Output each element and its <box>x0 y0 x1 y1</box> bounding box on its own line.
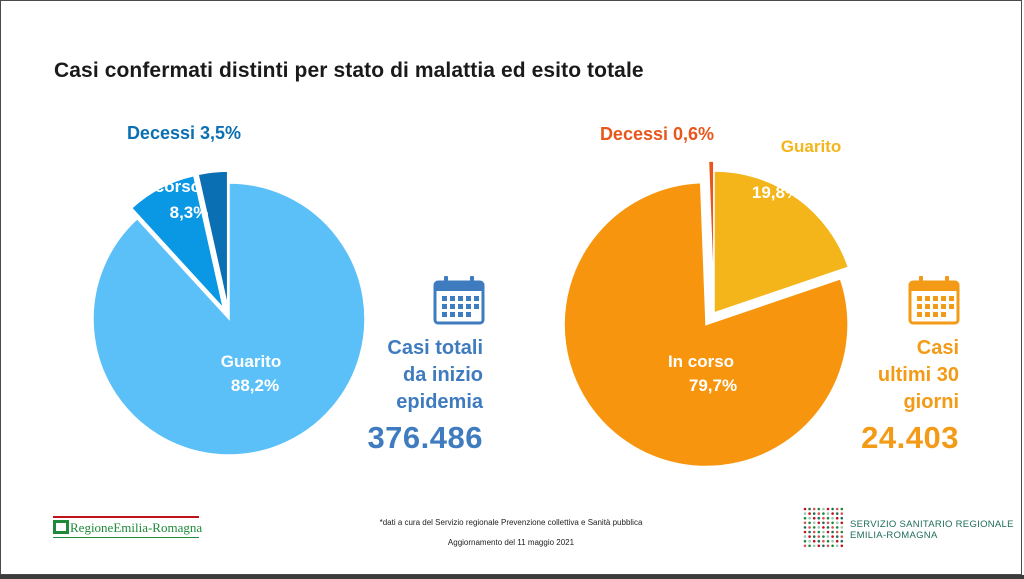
total-value: 24.403 <box>861 420 959 455</box>
window-edge <box>0 575 1024 579</box>
callout-line: epidemia <box>396 391 483 413</box>
update-date: Aggiornamento del 11 maggio 2021 <box>447 538 575 547</box>
slice-value: 3,5% <box>200 123 241 143</box>
dot-grid-icon <box>803 507 844 548</box>
callout-line: Casi <box>916 337 959 359</box>
callout-line: giorni <box>903 391 959 413</box>
servizio-sanitario-logo: SERVIZIO SANITARIO REGIONALE EMILIA-ROMA… <box>802 506 1013 550</box>
slice-value: 88,2% <box>231 376 279 395</box>
pie-slice-guarito <box>713 170 850 315</box>
slice-value: 0,6% <box>673 124 714 144</box>
chart-title: Casi confermati distinti per stato di ma… <box>54 59 644 82</box>
pie-slice-decessi <box>707 160 715 304</box>
slice-label: Guarito <box>221 352 281 371</box>
pie-slice-decessi <box>197 170 229 308</box>
pie-slice-in-corso <box>563 181 849 468</box>
calendar-icon <box>908 276 960 325</box>
pie-slice-guarito <box>92 182 366 456</box>
regione-emilia-romagna-logo: RegioneEmilia-Romagna <box>53 516 205 538</box>
calendar-icon <box>433 276 485 325</box>
callout-line: Casi totali <box>387 337 483 359</box>
slice-label: In corso <box>135 177 201 196</box>
callout-30-days: Casi ultimi 30 giorni 24.403 <box>821 335 959 460</box>
slice-value: 79,7% <box>689 376 737 395</box>
total-value: 376.486 <box>367 420 483 455</box>
slice-label: In corso <box>668 352 734 371</box>
slice-label: Decessi <box>600 124 668 144</box>
slice-value: 8,3% <box>170 203 209 222</box>
footnote: *dati a cura del Servizio regionale Prev… <box>379 518 643 527</box>
slice-label: Decessi <box>127 123 195 143</box>
callout-line: da inizio <box>403 364 483 386</box>
callout-total: Casi totali da inizio epidemia 376.486 <box>331 335 483 460</box>
slice-label: Guarito <box>781 137 841 156</box>
slice-value: 19,8% <box>752 183 800 202</box>
pie-slice-in-corso <box>130 174 225 311</box>
callout-line: ultimi 30 <box>877 364 959 386</box>
